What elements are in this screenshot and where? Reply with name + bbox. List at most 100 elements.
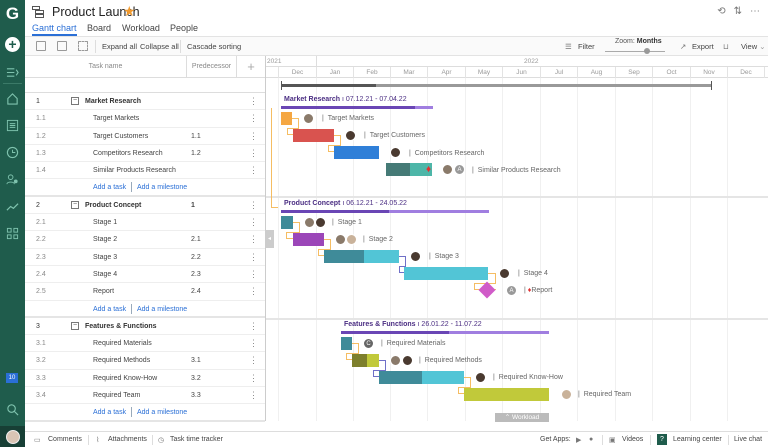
table-row[interactable]: 1.2 Target Customers 1.1 ⋮ bbox=[25, 128, 265, 145]
table-row[interactable]: 3.4 Required Team 3.3 ⋮ bbox=[25, 387, 265, 405]
star-icon[interactable]: ★ bbox=[123, 3, 136, 19]
filter-button[interactable]: Filter bbox=[578, 42, 595, 51]
row-menu-icon[interactable]: ⋮ bbox=[249, 130, 258, 141]
group-bar[interactable] bbox=[281, 210, 389, 213]
calendar-icon[interactable] bbox=[57, 41, 67, 51]
list-icon[interactable] bbox=[0, 116, 25, 134]
row-menu-icon[interactable]: ⋮ bbox=[249, 234, 258, 245]
history-icon[interactable]: ⟲ bbox=[717, 6, 726, 17]
task-bar[interactable] bbox=[293, 233, 324, 246]
create-new-button[interactable]: + bbox=[0, 35, 25, 53]
grid-icon[interactable] bbox=[0, 224, 25, 242]
collapse-all-button[interactable]: Collapse all bbox=[140, 42, 179, 51]
row-menu-icon[interactable]: ⋮ bbox=[249, 268, 258, 279]
table-row[interactable]: 3.1 Required Materials ⋮ bbox=[25, 335, 265, 353]
task-bar[interactable] bbox=[324, 250, 364, 263]
column-task-name[interactable]: Task name bbox=[25, 56, 187, 78]
workload-panel-toggle[interactable]: ⌃ Workload bbox=[495, 413, 549, 422]
search-icon[interactable] bbox=[0, 400, 25, 418]
add-task-link[interactable]: Add a task bbox=[93, 409, 127, 417]
table-row[interactable]: 3− Features & Functions ⋮ bbox=[25, 318, 265, 336]
add-milestone-link[interactable]: Add a milestone bbox=[137, 184, 188, 192]
table-row[interactable]: 2.5 Report 2.4 ⋮ bbox=[25, 283, 265, 301]
learning-center-button[interactable]: Learning center bbox=[673, 436, 722, 443]
table-row[interactable]: 2.1 Stage 1 ⋮ bbox=[25, 214, 265, 232]
row-menu-icon[interactable]: ⋮ bbox=[249, 217, 258, 228]
table-row[interactable]: 1.3 Competitors Research 1.2 ⋮ bbox=[25, 145, 265, 163]
task-bar[interactable] bbox=[464, 388, 549, 401]
menu-toggle-icon[interactable] bbox=[0, 63, 25, 81]
task-bar[interactable] bbox=[334, 146, 379, 159]
task-bar[interactable] bbox=[386, 163, 410, 176]
table-row[interactable]: 1.1 Target Markets ⋮ bbox=[25, 110, 265, 128]
project-summary-bar[interactable] bbox=[281, 84, 711, 87]
row-menu-icon[interactable]: ⋮ bbox=[249, 165, 258, 176]
table-row[interactable]: 2− Product Concept 1 ⋮ bbox=[25, 197, 265, 215]
add-column-button[interactable]: + bbox=[237, 56, 265, 78]
users-icon[interactable] bbox=[0, 170, 25, 188]
apple-icon[interactable]: ● bbox=[589, 436, 594, 443]
table-row[interactable]: 3.2 Required Methods 3.1 ⋮ bbox=[25, 352, 265, 370]
task-bar[interactable] bbox=[352, 354, 367, 367]
collapse-grid-button[interactable]: ◂ bbox=[265, 230, 274, 248]
row-menu-icon[interactable]: ⋮ bbox=[249, 320, 258, 331]
add-task-icon[interactable] bbox=[36, 41, 46, 51]
tab-workload[interactable]: Workload bbox=[122, 23, 160, 33]
group-bar[interactable] bbox=[281, 106, 415, 109]
chart-icon[interactable] bbox=[0, 197, 25, 215]
collapse-icon[interactable]: − bbox=[71, 321, 79, 330]
export-button[interactable]: Export bbox=[692, 42, 714, 51]
task-bar[interactable] bbox=[404, 267, 488, 280]
notifications-badge[interactable]: 10 bbox=[6, 373, 18, 383]
add-task-link[interactable]: Add a task bbox=[93, 305, 127, 313]
tab-people[interactable]: People bbox=[170, 23, 199, 33]
task-bar[interactable] bbox=[281, 216, 293, 229]
logo[interactable]: G bbox=[5, 4, 20, 23]
row-menu-icon[interactable]: ⋮ bbox=[249, 113, 258, 124]
live-chat-button[interactable]: Live chat bbox=[734, 436, 763, 443]
sort-icon[interactable]: ⇅ bbox=[733, 6, 742, 17]
row-menu-icon[interactable]: ⋮ bbox=[249, 147, 258, 158]
zoom-slider[interactable] bbox=[605, 51, 665, 52]
hierarchy-icon[interactable] bbox=[78, 41, 88, 51]
task-bar[interactable] bbox=[341, 337, 352, 350]
time-tracker-button[interactable]: Task time tracker bbox=[170, 436, 223, 443]
zoom-slider-handle[interactable] bbox=[644, 48, 650, 54]
more-icon[interactable]: ⋯ bbox=[750, 6, 760, 17]
row-menu-icon[interactable]: ⋮ bbox=[249, 199, 258, 210]
expand-all-button[interactable]: Expand all bbox=[102, 42, 138, 51]
row-menu-icon[interactable]: ⋮ bbox=[249, 390, 258, 401]
group-bar[interactable] bbox=[341, 331, 449, 334]
user-avatar[interactable] bbox=[0, 426, 25, 447]
collapse-icon[interactable]: − bbox=[71, 97, 79, 105]
cascade-sorting-button[interactable]: Cascade sorting bbox=[187, 42, 242, 51]
add-milestone-link[interactable]: Add a milestone bbox=[137, 305, 188, 313]
row-menu-icon[interactable]: ⋮ bbox=[249, 286, 258, 297]
home-icon[interactable] bbox=[0, 89, 25, 107]
table-row[interactable]: 1.4 Similar Products Research ⋮ bbox=[25, 162, 265, 180]
column-predecessor[interactable]: Predecessor bbox=[187, 56, 237, 78]
add-milestone-link[interactable]: Add a milestone bbox=[137, 409, 188, 417]
fullscreen-icon[interactable]: ⊔ bbox=[723, 42, 729, 51]
videos-button[interactable]: Videos bbox=[622, 436, 644, 443]
table-row[interactable]: 2.3 Stage 3 2.2 ⋮ bbox=[25, 249, 265, 266]
table-row[interactable]: 1− Market Research ⋮ bbox=[25, 93, 265, 111]
row-menu-icon[interactable]: ⋮ bbox=[249, 355, 258, 366]
row-menu-icon[interactable]: ⋮ bbox=[249, 338, 258, 349]
table-row[interactable]: 2.4 Stage 4 2.3 ⋮ bbox=[25, 266, 265, 284]
task-bar[interactable] bbox=[293, 129, 334, 142]
add-task-link[interactable]: Add a task bbox=[93, 184, 127, 192]
table-row[interactable]: 2.2 Stage 2 2.1 ⋮ bbox=[25, 231, 265, 249]
table-row[interactable]: 3.3 Required Know-How 3.2 ⋮ bbox=[25, 370, 265, 388]
row-menu-icon[interactable]: ⋮ bbox=[249, 372, 258, 383]
task-bar[interactable] bbox=[281, 112, 292, 125]
view-dropdown[interactable]: View ⌄ bbox=[741, 42, 766, 51]
comments-button[interactable]: Comments bbox=[48, 436, 82, 443]
row-menu-icon[interactable]: ⋮ bbox=[249, 96, 258, 106]
row-menu-icon[interactable]: ⋮ bbox=[249, 251, 258, 262]
clock-icon[interactable] bbox=[0, 143, 25, 161]
task-bar[interactable] bbox=[379, 371, 422, 384]
tab-gantt-chart[interactable]: Gantt chart bbox=[32, 23, 77, 36]
collapse-icon[interactable]: − bbox=[71, 200, 79, 209]
tab-board[interactable]: Board bbox=[87, 23, 112, 33]
